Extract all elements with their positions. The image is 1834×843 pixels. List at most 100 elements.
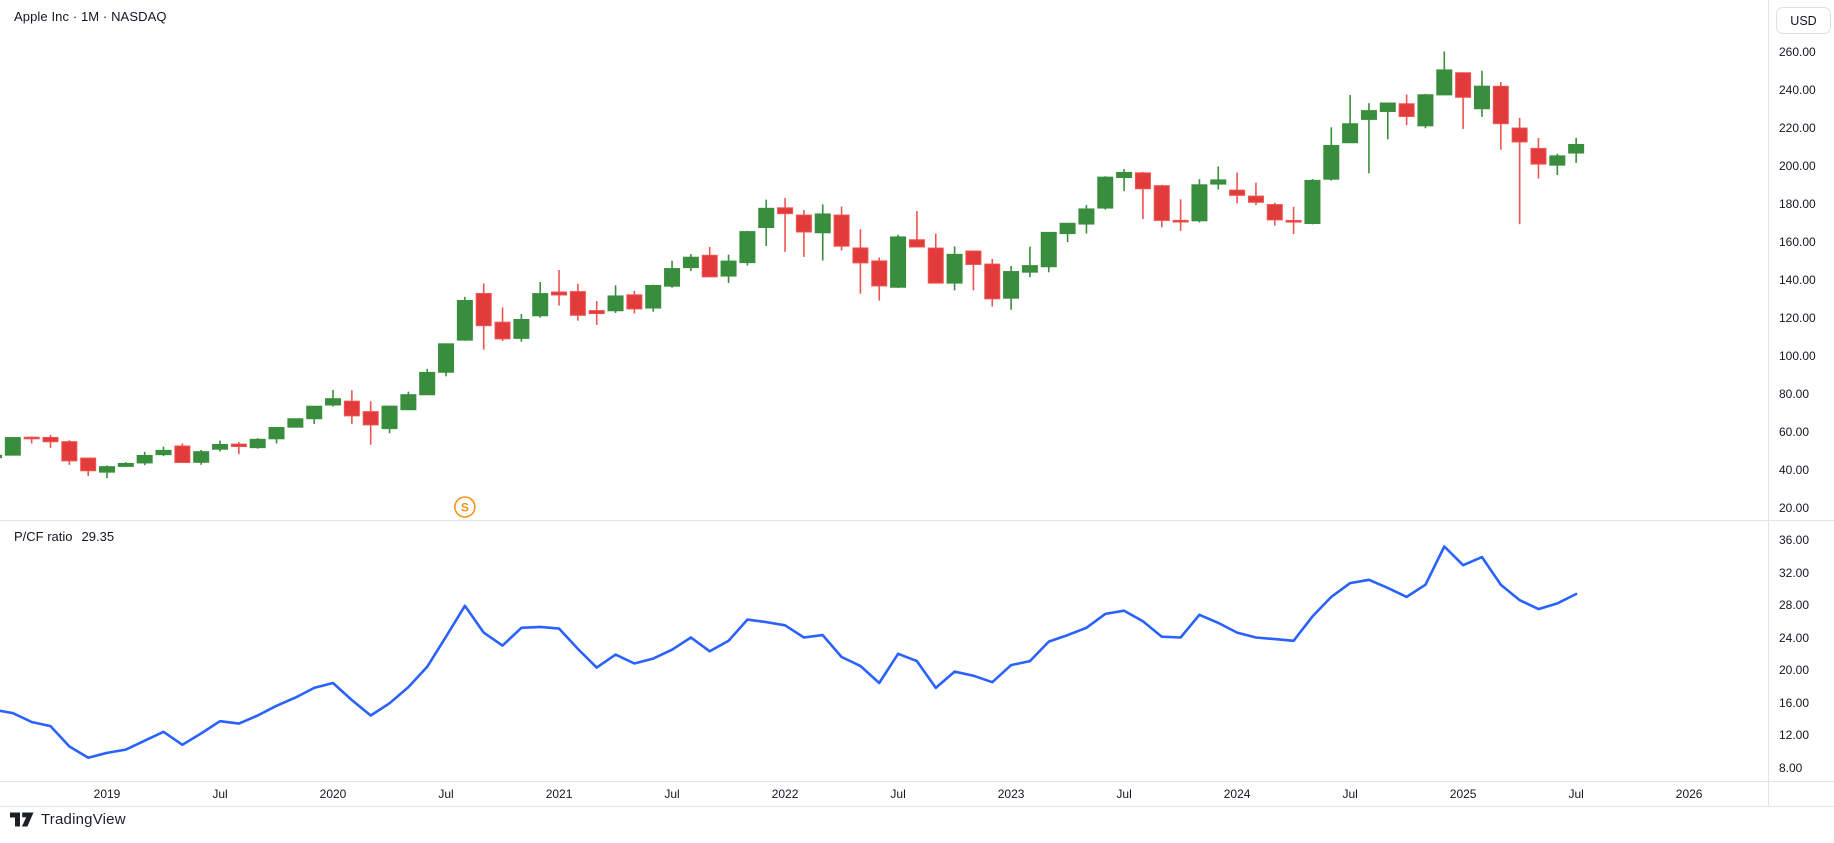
candle-2021-04 <box>607 285 624 313</box>
candle-2023-03 <box>1040 231 1057 273</box>
candle-2025-07 <box>1568 137 1585 163</box>
candle-2020-05 <box>400 391 417 411</box>
candle-2023-04 <box>1059 222 1076 243</box>
candle-2024-08 <box>1360 103 1377 174</box>
candle-2020-03 <box>362 401 379 445</box>
price-tick-label: 260.00 <box>1779 44 1816 59</box>
candle-2022-08 <box>908 211 925 248</box>
currency-button[interactable]: USD <box>1776 7 1831 34</box>
candle-2024-12 <box>1436 51 1453 96</box>
candle-2021-09 <box>701 246 718 278</box>
candle-2019-01 <box>99 465 116 479</box>
symbol-legend[interactable]: Apple Inc · 1M · NASDAQ <box>14 9 167 24</box>
candle-2019-11 <box>287 418 304 428</box>
candle-2024-10 <box>1398 94 1415 126</box>
time-tick-label: 2020 <box>319 787 347 801</box>
candle-2019-04 <box>155 446 172 457</box>
price-tick-label: 120.00 <box>1779 310 1816 325</box>
pcf-tick-label: 12.00 <box>1779 728 1810 742</box>
candle-2025-05 <box>1530 138 1547 179</box>
candle-2020-04 <box>381 405 398 434</box>
candle-2022-01 <box>777 198 794 252</box>
candle-2020-08 <box>456 296 473 341</box>
candle-2024-05 <box>1304 179 1321 225</box>
candle-2024-04 <box>1285 206 1302 234</box>
pcf-tick-label: 36.00 <box>1779 533 1810 547</box>
candle-2025-02 <box>1473 70 1490 117</box>
candle-2020-09 <box>475 283 492 350</box>
candle-2020-11 <box>513 313 530 342</box>
price-tick-label: 180.00 <box>1779 196 1816 211</box>
time-tick-label: 2021 <box>545 787 573 801</box>
tradingview-logo-icon <box>10 812 34 827</box>
candle-2019-03 <box>136 451 153 466</box>
indicator-value: 29.35 <box>81 529 115 544</box>
candle-2023-06 <box>1097 176 1114 210</box>
candle-2021-02 <box>569 283 586 321</box>
candle-2024-09 <box>1379 102 1396 140</box>
candle-2021-05 <box>626 290 643 314</box>
pcf-tick-label: 24.00 <box>1779 630 1810 645</box>
tradingview-logo[interactable]: TradingView <box>10 811 126 828</box>
candle-2020-12 <box>532 281 549 318</box>
price-tick-label: 200.00 <box>1779 158 1816 173</box>
indicator-name: P/CF ratio <box>14 529 73 544</box>
candle-2024-01 <box>1229 172 1246 204</box>
pane-borders <box>0 0 1834 807</box>
candle-2018-07 <box>0 454 2 459</box>
price-tick-label: 20.00 <box>1779 500 1810 515</box>
candle-2019-09 <box>249 438 266 449</box>
candle-2018-08 <box>4 436 21 456</box>
price-tick-label: 80.00 <box>1779 386 1810 401</box>
time-tick-label: Jul <box>1116 787 1132 801</box>
candle-2023-01 <box>1003 265 1020 310</box>
time-tick-label: 2025 <box>1449 787 1477 801</box>
candle-2022-04 <box>833 206 850 251</box>
price-tick-label: 60.00 <box>1779 424 1810 439</box>
price-tick-label: 240.00 <box>1779 82 1816 97</box>
candle-2021-07 <box>664 260 681 288</box>
candle-2024-02 <box>1247 182 1264 206</box>
candle-2018-10 <box>42 434 59 448</box>
candle-2024-07 <box>1342 94 1359 144</box>
candle-2021-12 <box>758 199 775 246</box>
candle-2023-08 <box>1134 171 1151 219</box>
candle-2023-02 <box>1021 246 1038 278</box>
time-tick-label: 2024 <box>1223 787 1251 801</box>
candle-2019-08 <box>230 442 247 455</box>
candle-2022-05 <box>852 229 869 294</box>
pcf-tick-label: 28.00 <box>1779 598 1810 612</box>
time-tick-label: 2019 <box>93 787 121 801</box>
time-tick-label: Jul <box>1568 787 1584 801</box>
indicator-legend[interactable]: P/CF ratio 29.35 <box>14 529 114 544</box>
pcf-line-series <box>0 545 1578 760</box>
split-marker[interactable]: S <box>454 496 476 518</box>
candle-2018-12 <box>80 457 97 477</box>
pcf-tick-label: 16.00 <box>1779 695 1810 710</box>
candle-2022-09 <box>927 233 944 284</box>
candle-2021-06 <box>645 284 662 312</box>
time-tick-label: Jul <box>1342 787 1358 801</box>
candle-2022-11 <box>965 250 982 291</box>
candle-2022-02 <box>795 210 812 257</box>
price-tick-label: 160.00 <box>1779 234 1816 249</box>
svg-text:S: S <box>461 501 469 515</box>
time-tick-label: Jul <box>438 787 454 801</box>
pcf-tick-label: 20.00 <box>1779 663 1810 677</box>
price-tick-label: 220.00 <box>1779 120 1816 135</box>
candle-2020-07 <box>438 343 455 377</box>
price-tick-label: 100.00 <box>1779 348 1816 363</box>
time-tick-label: Jul <box>890 787 906 801</box>
pcf-tick-label: 32.00 <box>1779 565 1810 580</box>
price-tick-label: 40.00 <box>1779 462 1810 477</box>
candle-2022-12 <box>984 258 1001 307</box>
candle-2021-01 <box>551 270 568 306</box>
candle-2024-06 <box>1323 127 1340 181</box>
candle-2019-10 <box>268 427 285 444</box>
candle-2018-09 <box>23 436 40 444</box>
candle-2020-02 <box>343 390 360 424</box>
time-tick-label: Jul <box>212 787 228 801</box>
candle-2020-06 <box>419 368 436 396</box>
